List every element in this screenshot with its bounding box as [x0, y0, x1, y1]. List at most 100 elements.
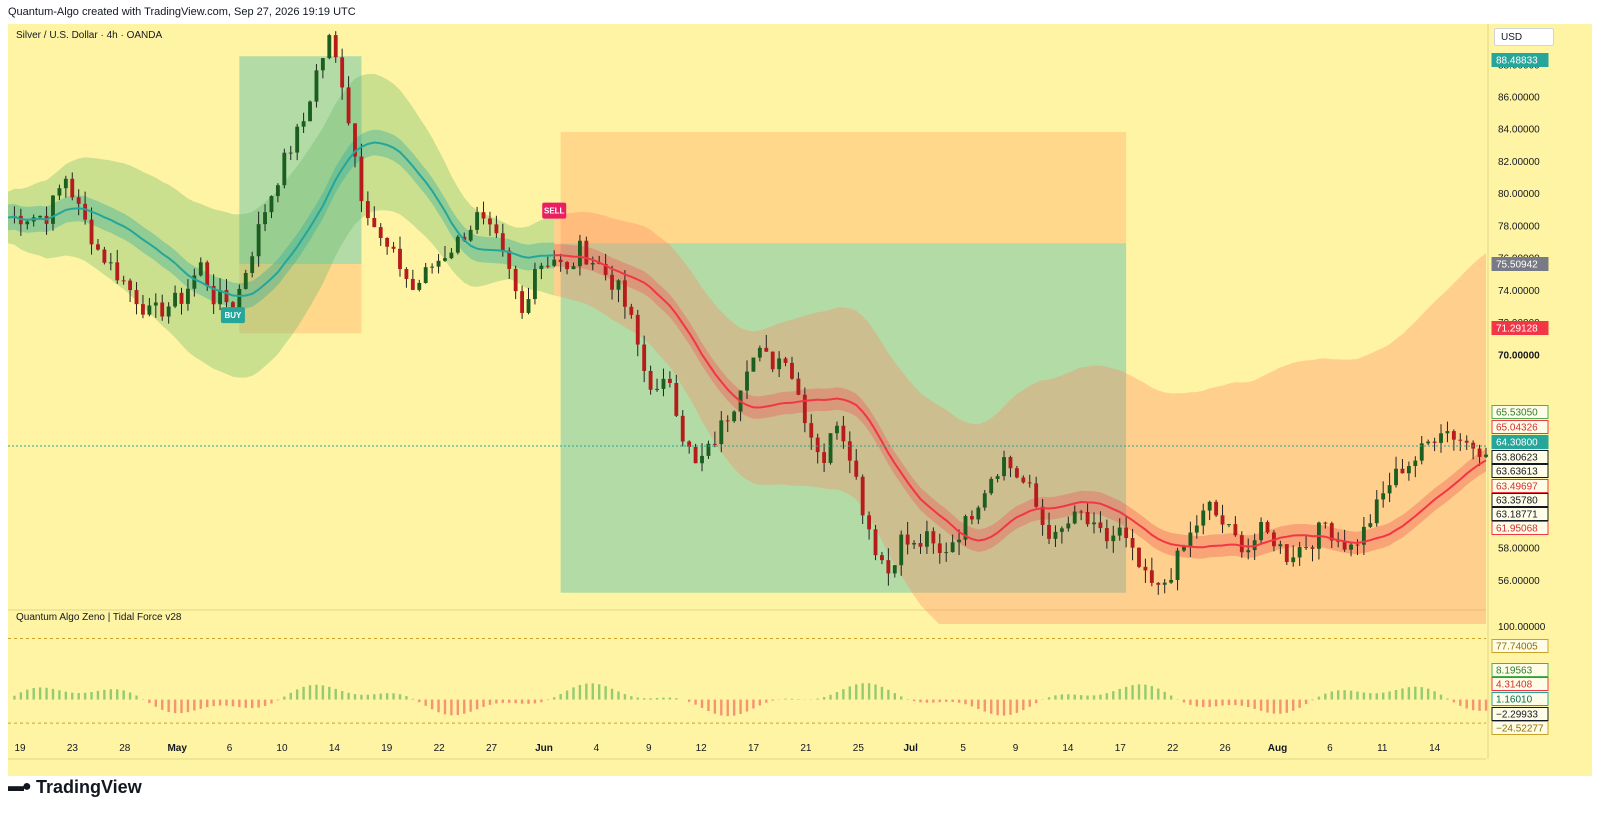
osc-histogram-bar	[1381, 692, 1385, 700]
osc-histogram-bar	[225, 699, 228, 706]
candle-body	[398, 248, 402, 270]
candle-body	[1304, 547, 1308, 549]
candle-body	[1175, 550, 1180, 580]
price-label-text: 64.30800	[1496, 438, 1538, 449]
candle-body	[526, 299, 531, 313]
osc-histogram-bar	[392, 693, 395, 700]
candle-body	[847, 441, 852, 461]
osc-histogram-bar	[1163, 691, 1166, 700]
candle-body	[1445, 431, 1450, 434]
osc-histogram-bar	[989, 699, 993, 714]
osc-histogram-bar	[475, 699, 479, 710]
candle-body	[661, 378, 666, 389]
candle-body	[186, 288, 190, 304]
candle-body	[719, 420, 724, 445]
chart-frame[interactable]: BUY SELL 100.00000 77.74005 8.19563 4.31408 1…	[8, 24, 1592, 776]
tradingview-logo-icon: ▬●	[8, 778, 32, 795]
candle-body	[198, 262, 203, 276]
osc-histogram-bar	[488, 699, 492, 705]
osc-histogram-bar	[1330, 691, 1333, 700]
candle-body	[770, 351, 775, 370]
price-label-box	[1491, 721, 1549, 735]
candle-body	[1059, 528, 1064, 532]
price-label-text: 61.95068	[1496, 524, 1538, 535]
osc-histogram-bar	[700, 699, 704, 708]
osc-histogram-bar	[1272, 699, 1276, 714]
time-tick-label: May	[167, 743, 187, 754]
osc-histogram-bar	[51, 688, 55, 700]
candle-body	[1047, 524, 1051, 539]
price-label-text: 1.16010	[1496, 695, 1533, 706]
candle-body	[648, 370, 653, 390]
time-tick-label: 27	[486, 743, 498, 754]
candle-body	[1156, 582, 1161, 585]
price-label-text: 63.63613	[1496, 467, 1538, 478]
candle-body	[577, 240, 582, 267]
candle-body	[1117, 527, 1122, 536]
candle-body	[359, 156, 364, 202]
time-tick-label: 28	[119, 743, 131, 754]
osc-histogram-bar	[1311, 699, 1314, 701]
osc-histogram-bar	[1099, 694, 1102, 700]
candle-body	[1085, 511, 1090, 525]
osc-histogram-bar	[270, 699, 273, 704]
candle-body	[1227, 524, 1231, 526]
candle-body	[545, 265, 550, 267]
osc-histogram-bar	[855, 684, 858, 700]
osc-histogram-bar	[765, 699, 768, 703]
osc-histogram-bar	[1394, 689, 1398, 700]
osc-histogram-bar	[1047, 697, 1051, 700]
candle-body	[680, 415, 685, 442]
price-label-text: 88.48833	[1496, 56, 1538, 67]
candle-body	[1098, 522, 1103, 529]
candle-body	[520, 291, 525, 313]
osc-histogram-bar	[1009, 699, 1012, 715]
osc-histogram-bar	[1279, 699, 1282, 714]
candle-body	[494, 224, 499, 234]
osc-histogram-bar	[527, 699, 530, 704]
ma-line-bear	[554, 254, 1487, 549]
candle-body	[443, 258, 447, 261]
osc-histogram-bar	[295, 689, 299, 700]
osc-histogram-bar	[1259, 699, 1263, 711]
candle-body	[1451, 431, 1456, 440]
candle-body	[385, 238, 390, 247]
candle-body	[995, 476, 1000, 479]
candle-body	[237, 288, 242, 308]
candle-body	[751, 357, 756, 372]
time-tick-label: 17	[748, 743, 760, 754]
osc-histogram-bar	[1028, 699, 1031, 707]
candle-body	[1368, 523, 1373, 527]
osc-histogram-bar	[283, 696, 286, 700]
time-tick-label: Aug	[1268, 743, 1287, 754]
osc-histogram-bar	[424, 699, 427, 706]
osc-histogram-bar	[553, 697, 556, 700]
candle-body	[301, 121, 306, 127]
osc-histogram-bar	[540, 699, 543, 703]
osc-histogram-bar	[1092, 695, 1096, 700]
osc-histogram-bar	[617, 691, 620, 700]
osc-histogram-bar	[630, 696, 633, 700]
candle-body	[346, 87, 351, 124]
currency-selector[interactable]: USD	[1494, 28, 1554, 46]
osc-histogram-bar	[302, 686, 305, 700]
candle-body	[552, 259, 557, 266]
candle-body	[635, 314, 640, 345]
osc-histogram-bar	[1086, 695, 1089, 700]
candle-body	[1092, 522, 1096, 525]
candle-body	[757, 347, 762, 358]
osc-histogram-bar	[250, 699, 254, 709]
candle-body	[1484, 454, 1488, 457]
osc-histogram-bar	[919, 699, 922, 703]
candle-body	[1458, 439, 1463, 441]
osc-histogram-bar	[598, 684, 601, 700]
candle-body	[256, 224, 261, 257]
candle-body	[1130, 538, 1135, 548]
osc-histogram-bar	[739, 699, 742, 714]
tradingview-logo[interactable]: ▬● TradingView	[8, 776, 142, 798]
candle-body	[121, 280, 126, 282]
osc-histogram-bar	[1137, 684, 1141, 700]
price-label-box	[1491, 692, 1549, 706]
candle-body	[1439, 433, 1443, 443]
chart-canvas[interactable]: BUY SELL 100.00000 77.74005 8.19563 4.31408 1…	[8, 24, 1592, 776]
